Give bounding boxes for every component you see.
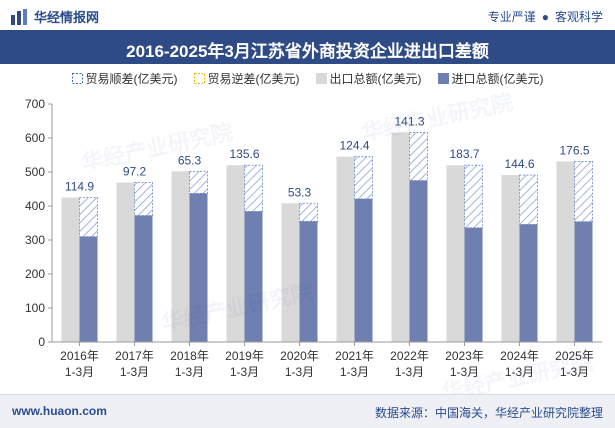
bar-surplus (189, 170, 208, 194)
x-tick-label-year: 2017年 (115, 349, 154, 363)
legend-label-import: 进口总额(亿美元) (451, 72, 544, 86)
bar-chart: 0 100 200 300 400 500 600 700 114.9 97.2 65.3 135.… (25, 97, 602, 379)
data-label: 124.4 (339, 139, 369, 153)
bar-import (464, 227, 483, 342)
tagline: 专业严谨 ● 客观科学 (488, 8, 603, 25)
x-tick-label-period: 1-3月 (505, 365, 534, 379)
data-label: 53.3 (288, 185, 312, 199)
legend-label-surplus: 贸易顺差(亿美元) (85, 72, 178, 86)
bar-export (281, 203, 300, 342)
bar-export (171, 171, 190, 342)
tagline-objective: 客观科学 (554, 10, 603, 24)
bar-export (116, 182, 135, 342)
y-axis: 0 100 200 300 400 500 600 700 (25, 97, 53, 349)
bar-import (519, 224, 538, 342)
x-tick-label-period: 1-3月 (395, 365, 424, 379)
bar-export (501, 175, 520, 342)
y-tick-label: 100 (25, 301, 45, 315)
bar-import (574, 221, 593, 342)
bar-export (61, 197, 80, 342)
legend-item-export[interactable]: 出口总额(亿美元) (315, 70, 422, 87)
tagline-separator-icon: ● (541, 9, 549, 24)
bar-surplus (244, 164, 263, 212)
bar-chart-logo-icon (11, 8, 27, 25)
bar-surplus (409, 132, 428, 181)
x-tick-label-period: 1-3月 (230, 365, 259, 379)
data-label: 97.2 (123, 165, 147, 179)
bar-import (189, 193, 208, 342)
bar-export (556, 161, 575, 342)
x-tick-label-year: 2016年 (60, 349, 99, 363)
data-label: 183.7 (449, 147, 479, 161)
x-tick-label-period: 1-3月 (175, 365, 204, 379)
top-bar: 华经情报网 专业严谨 ● 客观科学 (0, 0, 615, 30)
x-tick-label-period: 1-3月 (340, 365, 369, 379)
legend-swatch-deficit (193, 73, 205, 84)
y-tick-label: 500 (25, 165, 45, 179)
bar-import (354, 198, 373, 342)
footer-source: 数据来源：中国海关，华经产业研究院整理 (374, 406, 603, 420)
data-label: 141.3 (394, 115, 424, 129)
bar-surplus (519, 174, 538, 225)
bar-import (299, 221, 318, 342)
chart-legend: 贸易顺差(亿美元) 贸易逆差(亿美元) 出口总额(亿美元) 进口总额(亿美元) (0, 70, 615, 87)
y-tick-label: 600 (25, 131, 45, 145)
legend-label-deficit: 贸易逆差(亿美元) (207, 72, 300, 86)
y-tick-label: 300 (25, 233, 45, 247)
bar-export (336, 156, 355, 342)
x-tick-label-year: 2024年 (500, 349, 539, 363)
x-tick-label-year: 2018年 (170, 349, 209, 363)
x-tick-label-period: 1-3月 (450, 365, 479, 379)
legend-swatch-surplus (71, 73, 83, 84)
bar-import (79, 236, 98, 342)
bar-surplus (134, 182, 153, 216)
bar-export (446, 165, 465, 342)
bar-import (134, 215, 153, 342)
x-axis: 2016年 1-3月 2017年 1-3月 2018年 1-3月 2019年 1-3月 2020… (52, 341, 602, 379)
legend-label-export: 出口总额(亿美元) (329, 72, 422, 86)
footer: www.huaon.com 数据来源：中国海关，华经产业研究院整理 (0, 394, 615, 428)
bar-import (244, 211, 263, 342)
bar-export (391, 132, 410, 342)
data-label: 144.6 (504, 157, 534, 171)
legend-swatch-import (437, 73, 449, 84)
legend-swatch-export (315, 73, 327, 84)
x-tick-label-year: 2022年 (390, 349, 429, 363)
brand[interactable]: 华经情报网 (10, 7, 99, 26)
bar-surplus (464, 164, 483, 229)
y-tick-label: 0 (38, 335, 45, 349)
x-tick-label-period: 1-3月 (285, 365, 314, 379)
x-tick-label-period: 1-3月 (65, 365, 94, 379)
title-bar: 2016-2025年3月江苏省外商投资企业进出口差额 (0, 30, 615, 64)
data-label: 176.5 (559, 143, 589, 157)
bar-surplus (79, 197, 98, 237)
x-tick-label-year: 2019年 (225, 349, 264, 363)
y-tick-label: 200 (25, 267, 45, 281)
bars-group: 114.9 97.2 65.3 135.6 53.3 124.4 141.3 183.7 144… (61, 115, 593, 342)
x-tick-label-year: 2025年 (555, 349, 594, 363)
legend-item-surplus[interactable]: 贸易顺差(亿美元) (71, 70, 178, 87)
x-tick-label-year: 2020年 (280, 349, 319, 363)
x-tick-label-period: 1-3月 (560, 365, 589, 379)
legend-item-import[interactable]: 进口总额(亿美元) (437, 70, 544, 87)
footer-site-link[interactable]: www.huaon.com (12, 404, 107, 418)
legend-item-deficit[interactable]: 贸易逆差(亿美元) (193, 70, 300, 87)
brand-name: 华经情报网 (34, 10, 100, 25)
y-tick-label: 700 (25, 97, 45, 111)
bar-surplus (574, 161, 593, 223)
data-label: 65.3 (178, 153, 202, 167)
bar-surplus (299, 202, 318, 222)
bar-import (409, 180, 428, 342)
x-tick-label-period: 1-3月 (120, 365, 149, 379)
data-label: 135.6 (229, 147, 259, 161)
y-tick-label: 400 (25, 199, 45, 213)
tagline-professional: 专业严谨 (487, 10, 536, 24)
x-tick-label-year: 2023年 (445, 349, 484, 363)
data-label: 114.9 (65, 180, 94, 194)
chart-title: 2016-2025年3月江苏省外商投资企业进出口差额 (126, 42, 489, 61)
bar-export (226, 165, 245, 342)
bar-surplus (354, 156, 373, 200)
x-tick-label-year: 2021年 (335, 349, 374, 363)
